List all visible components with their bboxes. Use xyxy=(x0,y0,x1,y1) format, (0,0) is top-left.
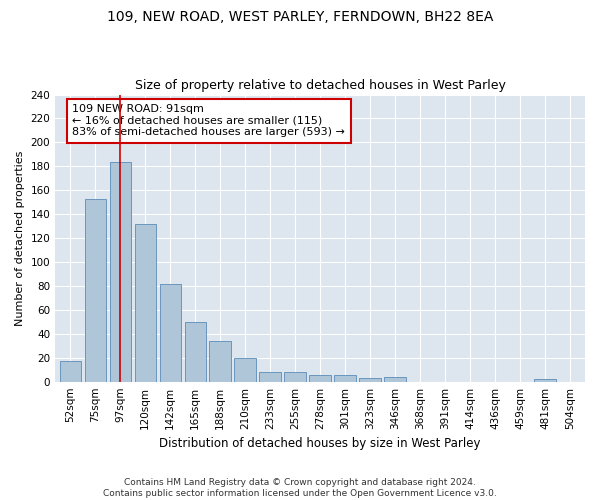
Text: 109 NEW ROAD: 91sqm
← 16% of detached houses are smaller (115)
83% of semi-detac: 109 NEW ROAD: 91sqm ← 16% of detached ho… xyxy=(72,104,345,138)
Bar xyxy=(160,284,181,382)
Text: Contains HM Land Registry data © Crown copyright and database right 2024.
Contai: Contains HM Land Registry data © Crown c… xyxy=(103,478,497,498)
Bar xyxy=(284,372,306,382)
Bar xyxy=(235,358,256,382)
Y-axis label: Number of detached properties: Number of detached properties xyxy=(15,150,25,326)
Bar xyxy=(385,377,406,382)
Bar xyxy=(310,374,331,382)
Bar xyxy=(110,162,131,382)
Bar xyxy=(334,374,356,382)
Text: 109, NEW ROAD, WEST PARLEY, FERNDOWN, BH22 8EA: 109, NEW ROAD, WEST PARLEY, FERNDOWN, BH… xyxy=(107,10,493,24)
Bar xyxy=(259,372,281,382)
Title: Size of property relative to detached houses in West Parley: Size of property relative to detached ho… xyxy=(134,79,506,92)
Bar xyxy=(535,380,556,382)
Bar xyxy=(209,341,231,382)
X-axis label: Distribution of detached houses by size in West Parley: Distribution of detached houses by size … xyxy=(160,437,481,450)
Bar xyxy=(134,224,156,382)
Bar xyxy=(185,322,206,382)
Bar xyxy=(359,378,380,382)
Bar xyxy=(85,198,106,382)
Bar xyxy=(59,362,81,382)
